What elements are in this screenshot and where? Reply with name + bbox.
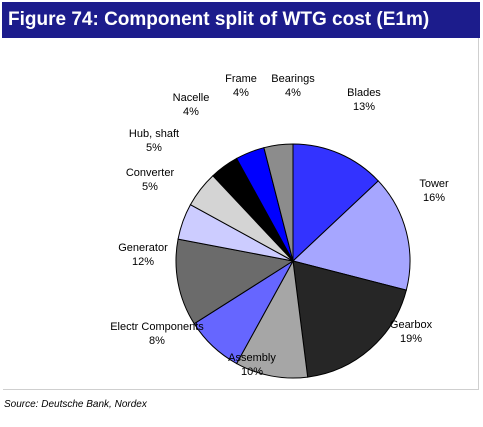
slice-label-value: 19% <box>400 333 422 345</box>
slice-label-value: 16% <box>423 192 445 204</box>
pie-slice-assembly <box>235 259 309 379</box>
slice-label-value: 4% <box>233 87 249 99</box>
slice-label-name: Frame <box>225 73 257 85</box>
pie-slice-generator <box>175 238 295 325</box>
pie-slice-blades <box>292 143 379 263</box>
slice-label-frame: Frame 4% <box>225 73 257 99</box>
chart-area: Blades 13% Tower 16% Gearbox 19% Assembly 10% El… <box>3 38 479 390</box>
slice-label-value: 13% <box>353 101 375 113</box>
slice-label-name: Hub, shaft <box>129 128 179 140</box>
pie-slice-bearings <box>263 143 294 262</box>
slice-label-name: Tower <box>419 178 449 190</box>
slice-label-value: 4% <box>183 106 199 118</box>
slice-label-tower: Tower 16% <box>419 178 449 204</box>
slice-label-name: Gearbox <box>390 319 433 331</box>
slice-label-value: 10% <box>241 366 263 378</box>
slice-label-electr-components: Electr Components 8% <box>110 321 204 347</box>
slice-label-name: Generator <box>118 242 168 254</box>
slice-label-name: Electr Components <box>110 321 204 333</box>
slice-label-name: Assembly <box>228 352 276 364</box>
slice-label-name: Converter <box>126 167 175 179</box>
slice-label-value: 5% <box>142 181 158 193</box>
pie-chart: Blades 13% Tower 16% Gearbox 19% Assembly 10% El… <box>110 73 449 379</box>
slice-label-value: 12% <box>132 256 154 268</box>
slice-label-name: Bearings <box>271 73 315 85</box>
pie-slice-tower <box>291 180 411 291</box>
slice-label-value: 8% <box>149 335 165 347</box>
pie-slice-gearbox <box>292 260 407 378</box>
slice-label-blades: Blades 13% <box>347 87 381 113</box>
slice-label-assembly: Assembly 10% <box>228 352 276 378</box>
slice-label-value: 5% <box>146 142 162 154</box>
slice-label-value: 4% <box>285 87 301 99</box>
slice-label-hub-shaft: Hub, shaft 5% <box>129 128 179 154</box>
slice-label-bearings: Bearings 4% <box>271 73 315 99</box>
source-note: Source: Deutsche Bank, Nordex <box>4 399 147 410</box>
slice-label-gearbox: Gearbox 19% <box>390 319 433 345</box>
slice-label-generator: Generator 12% <box>118 242 168 268</box>
slice-label-nacelle: Nacelle 4% <box>173 92 210 118</box>
slice-label-name: Blades <box>347 87 381 99</box>
slice-label-converter: Converter 5% <box>126 167 175 193</box>
slice-label-name: Nacelle <box>173 92 210 104</box>
figure-title: Figure 74: Component split of WTG cost (… <box>2 2 480 38</box>
